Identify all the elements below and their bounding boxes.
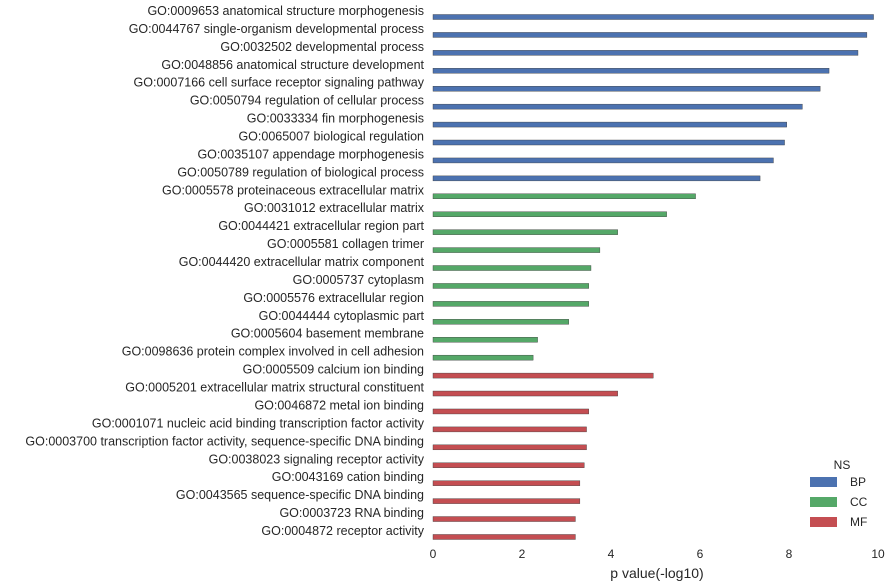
bar-mf (432, 462, 585, 468)
bars-layer (432, 14, 874, 540)
x-tick-label: 10 (871, 547, 885, 561)
category-labels-layer: GO:0009653 anatomical structure morphoge… (25, 4, 424, 538)
bar-cc (432, 301, 589, 307)
bar-mf (432, 534, 576, 540)
category-label: GO:0046872 metal ion binding (254, 398, 424, 412)
x-tick-label: 2 (519, 547, 526, 561)
bar-cc (432, 265, 592, 271)
bar-bp (432, 139, 785, 146)
legend-label-mf: MF (850, 515, 867, 529)
bar-bp (432, 175, 761, 182)
category-label: GO:0065007 biological regulation (238, 130, 424, 144)
bar-bp (432, 32, 868, 38)
bar-bp (432, 50, 859, 56)
category-label: GO:0009653 anatomical structure morphoge… (147, 4, 424, 18)
category-label: GO:0032502 developmental process (220, 40, 424, 54)
legend-swatch-cc (810, 497, 837, 507)
category-label: GO:0044767 single-organism developmental… (129, 22, 424, 36)
category-label: GO:0005581 collagen trimer (267, 237, 424, 251)
category-label: GO:0050794 regulation of cellular proces… (190, 94, 424, 108)
bar-cc (432, 354, 534, 361)
bar-bp (432, 14, 874, 20)
category-label: GO:0043565 sequence-specific DNA binding (176, 488, 424, 502)
bar-mf (432, 372, 654, 379)
legend-swatch-bp (810, 477, 837, 487)
bar-mf (432, 444, 587, 451)
legend-title: NS (834, 458, 851, 472)
legend-items: BP CC MF (810, 475, 868, 529)
category-label: GO:0044420 extracellular matrix componen… (179, 255, 425, 269)
legend-swatch-mf (810, 517, 837, 527)
category-label: GO:0005578 proteinaceous extracellular m… (162, 183, 425, 197)
bar-cc (432, 193, 696, 200)
bar-mf (432, 408, 589, 415)
bar-cc (432, 247, 601, 253)
category-label: GO:0007166 cell surface receptor signali… (134, 76, 425, 90)
bar-cc (432, 283, 589, 289)
legend-label-cc: CC (850, 495, 868, 509)
category-label: GO:0043169 cation binding (272, 470, 424, 484)
legend-label-bp: BP (850, 475, 866, 489)
bar-mf (432, 390, 618, 397)
legend: NS BP CC MF (810, 458, 868, 529)
bar-cc (432, 229, 618, 235)
category-label: GO:0004872 receptor activity (261, 524, 424, 538)
bar-cc (432, 319, 569, 325)
category-label: GO:0033334 fin morphogenesis (247, 112, 424, 126)
x-tick-label: 0 (430, 547, 437, 561)
bar-mf (432, 516, 576, 522)
bar-cc (432, 211, 667, 217)
x-axis-ticks-layer: 0 2 4 6 8 10 (430, 547, 885, 561)
category-label: GO:0003723 RNA binding (279, 506, 424, 520)
category-label: GO:0035107 appendage morphogenesis (197, 147, 424, 161)
category-label: GO:0005576 extracellular region (243, 291, 424, 305)
x-axis-label: p value(-log10) (610, 565, 703, 581)
category-label: GO:0048856 anatomical structure developm… (161, 58, 424, 72)
bar-bp (432, 86, 821, 92)
bar-mf (432, 498, 581, 504)
category-label: GO:0005509 calcium ion binding (243, 363, 424, 377)
bar-cc (432, 337, 538, 343)
bar-bp (432, 157, 774, 164)
x-tick-label: 8 (786, 547, 793, 561)
bar-bp (432, 121, 787, 128)
category-label: GO:0003700 transcription factor activity… (25, 434, 424, 448)
category-label: GO:0098636 protein complex involved in c… (122, 345, 424, 359)
x-tick-label: 6 (697, 547, 704, 561)
category-label: GO:0044421 extracellular region part (218, 219, 424, 233)
category-label: GO:0001071 nucleic acid binding transcri… (92, 416, 425, 430)
bar-mf (432, 480, 581, 486)
category-label: GO:0031012 extracellular matrix (244, 201, 425, 215)
bar-bp (432, 103, 803, 110)
category-label: GO:0050789 regulation of biological proc… (177, 165, 424, 179)
category-label: GO:0005737 cytoplasm (293, 273, 424, 287)
category-label: GO:0005201 extracellular matrix structur… (125, 381, 424, 395)
category-label: GO:0044444 cytoplasmic part (259, 309, 425, 323)
bar-bp (432, 68, 830, 74)
category-label: GO:0005604 basement membrane (231, 327, 424, 341)
bar-mf (432, 426, 587, 433)
category-label: GO:0038023 signaling receptor activity (209, 452, 425, 466)
x-tick-label: 4 (608, 547, 615, 561)
